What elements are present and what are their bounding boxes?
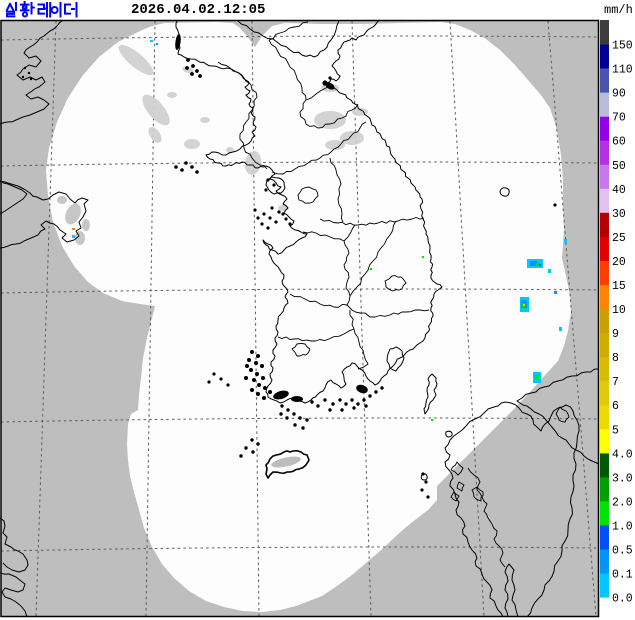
svg-text:3.0: 3.0 (612, 472, 633, 485)
svg-text:4.0: 4.0 (612, 448, 633, 461)
svg-text:90: 90 (612, 88, 626, 101)
svg-text:8: 8 (612, 352, 619, 365)
svg-text:0.1: 0.1 (612, 569, 633, 582)
svg-text:20: 20 (612, 256, 626, 269)
svg-text:2.0: 2.0 (612, 496, 633, 509)
svg-text:110: 110 (612, 64, 633, 77)
svg-text:5: 5 (612, 424, 619, 437)
svg-text:30: 30 (612, 208, 626, 221)
svg-text:60: 60 (612, 136, 626, 149)
svg-text:9: 9 (612, 328, 619, 341)
svg-text:10: 10 (612, 304, 626, 317)
svg-text:40: 40 (612, 184, 626, 197)
svg-text:0.0: 0.0 (612, 593, 633, 606)
svg-text:70: 70 (612, 112, 626, 125)
svg-text:0.5: 0.5 (612, 545, 633, 558)
svg-text:150: 150 (612, 40, 633, 53)
svg-text:50: 50 (612, 160, 626, 173)
svg-text:7: 7 (612, 376, 619, 389)
svg-text:1.0: 1.0 (612, 521, 633, 534)
svg-text:6: 6 (612, 400, 619, 413)
svg-text:25: 25 (612, 232, 626, 245)
svg-text:15: 15 (612, 280, 626, 293)
